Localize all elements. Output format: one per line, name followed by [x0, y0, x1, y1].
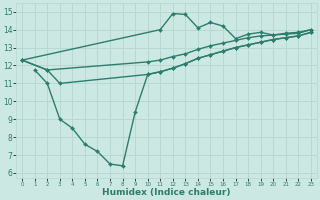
X-axis label: Humidex (Indice chaleur): Humidex (Indice chaleur) — [102, 188, 231, 197]
